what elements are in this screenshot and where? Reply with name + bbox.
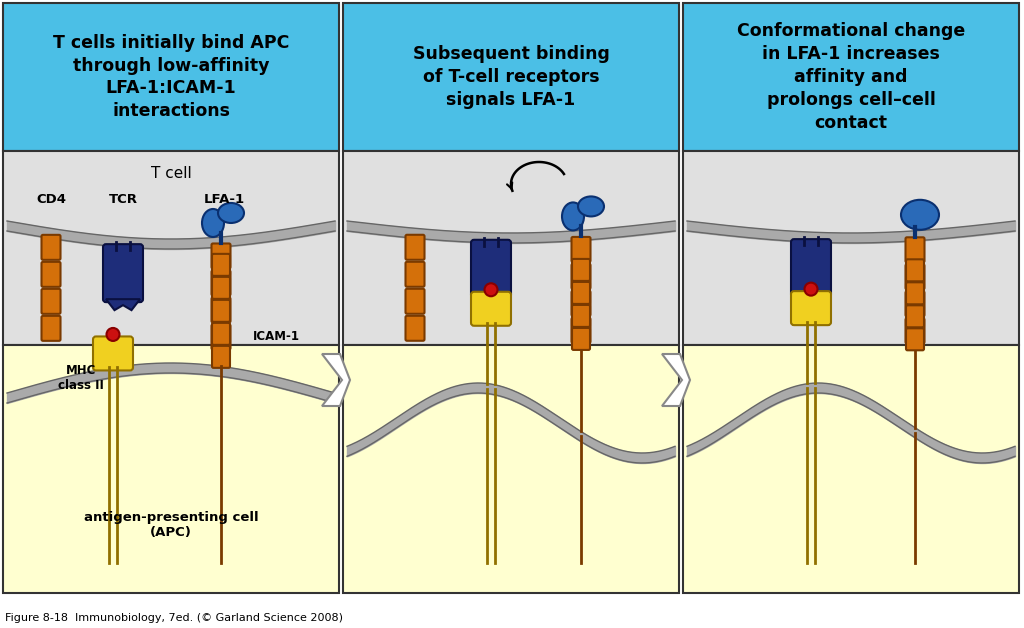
FancyBboxPatch shape: [471, 292, 511, 326]
FancyBboxPatch shape: [212, 300, 230, 322]
FancyBboxPatch shape: [471, 240, 511, 298]
FancyBboxPatch shape: [212, 254, 230, 276]
FancyBboxPatch shape: [906, 283, 924, 305]
Text: Subsequent binding
of T-cell receptors
signals LFA-1: Subsequent binding of T-cell receptors s…: [413, 45, 609, 109]
FancyBboxPatch shape: [212, 298, 230, 323]
Bar: [683, 3, 1019, 151]
FancyBboxPatch shape: [212, 325, 230, 349]
FancyBboxPatch shape: [406, 316, 425, 341]
FancyBboxPatch shape: [791, 239, 831, 297]
Bar: [683, 151, 1019, 345]
FancyBboxPatch shape: [571, 264, 591, 289]
Text: T cells initially bind APC
through low-affinity
LFA-1:ICAM-1
interactions: T cells initially bind APC through low-a…: [53, 34, 289, 121]
Polygon shape: [106, 299, 140, 310]
FancyBboxPatch shape: [212, 244, 230, 269]
FancyBboxPatch shape: [906, 259, 924, 281]
FancyBboxPatch shape: [42, 262, 60, 287]
FancyBboxPatch shape: [906, 328, 924, 350]
FancyBboxPatch shape: [572, 305, 590, 327]
Polygon shape: [474, 295, 508, 306]
Text: MHC
class II: MHC class II: [58, 364, 104, 392]
FancyBboxPatch shape: [572, 259, 590, 281]
FancyBboxPatch shape: [42, 235, 60, 260]
Bar: [3, 3, 339, 151]
Ellipse shape: [218, 203, 244, 223]
Polygon shape: [662, 354, 690, 406]
Ellipse shape: [202, 209, 224, 237]
FancyBboxPatch shape: [406, 262, 425, 287]
Polygon shape: [794, 294, 828, 305]
FancyBboxPatch shape: [406, 235, 425, 260]
Text: ICAM-1: ICAM-1: [253, 330, 300, 343]
FancyBboxPatch shape: [212, 277, 230, 299]
Text: Figure 8-18  Immunobiology, 7ed. (© Garland Science 2008): Figure 8-18 Immunobiology, 7ed. (© Garla…: [5, 613, 343, 623]
Polygon shape: [322, 354, 350, 406]
Text: Conformational change
in LFA-1 increases
affinity and
prolongs cell–cell
contact: Conformational change in LFA-1 increases…: [737, 22, 966, 132]
Bar: [343, 345, 679, 593]
FancyBboxPatch shape: [905, 237, 925, 263]
FancyBboxPatch shape: [103, 244, 143, 302]
Text: TCR: TCR: [109, 193, 137, 206]
FancyBboxPatch shape: [212, 271, 230, 296]
Circle shape: [484, 283, 498, 296]
Text: LFA-1: LFA-1: [204, 193, 245, 206]
Bar: [683, 345, 1019, 593]
Ellipse shape: [562, 202, 584, 230]
Text: antigen-presenting cell
(APC): antigen-presenting cell (APC): [84, 511, 258, 539]
FancyBboxPatch shape: [905, 318, 925, 344]
FancyBboxPatch shape: [406, 289, 425, 314]
FancyBboxPatch shape: [42, 289, 60, 314]
Bar: [3, 345, 339, 593]
FancyBboxPatch shape: [905, 264, 925, 290]
FancyBboxPatch shape: [93, 337, 133, 371]
Circle shape: [106, 328, 120, 341]
FancyBboxPatch shape: [906, 305, 924, 327]
FancyBboxPatch shape: [42, 316, 60, 341]
FancyBboxPatch shape: [571, 291, 591, 316]
Ellipse shape: [901, 200, 939, 230]
Bar: [343, 3, 679, 151]
Text: CD4: CD4: [36, 193, 66, 206]
FancyBboxPatch shape: [572, 282, 590, 304]
Circle shape: [805, 283, 817, 296]
FancyBboxPatch shape: [905, 291, 925, 317]
FancyBboxPatch shape: [212, 323, 230, 345]
FancyBboxPatch shape: [572, 328, 590, 350]
Ellipse shape: [578, 197, 604, 217]
Text: T cell: T cell: [151, 166, 191, 180]
FancyBboxPatch shape: [571, 237, 591, 262]
FancyBboxPatch shape: [791, 291, 831, 325]
FancyBboxPatch shape: [212, 346, 230, 368]
FancyBboxPatch shape: [571, 318, 591, 343]
Bar: [343, 151, 679, 345]
Bar: [3, 151, 339, 345]
